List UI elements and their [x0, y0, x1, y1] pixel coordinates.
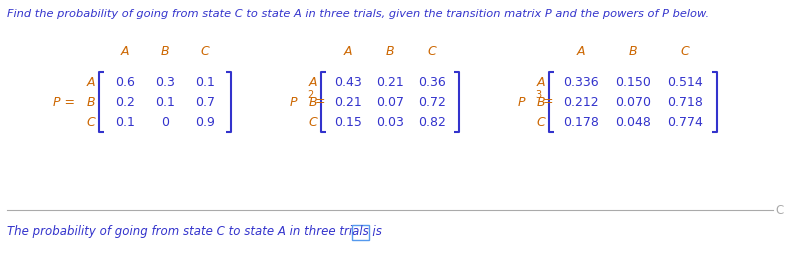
Text: P: P — [517, 96, 525, 108]
FancyBboxPatch shape — [352, 225, 369, 240]
Text: 0.2: 0.2 — [115, 96, 135, 108]
Text: 0.9: 0.9 — [195, 116, 215, 128]
Text: 0.36: 0.36 — [418, 76, 446, 88]
Text: C: C — [775, 203, 783, 217]
Text: 0.1: 0.1 — [115, 116, 135, 128]
Text: 0.048: 0.048 — [615, 116, 651, 128]
Text: C: C — [428, 45, 437, 58]
Text: The probability of going from state C to state A in three trials is: The probability of going from state C to… — [7, 226, 386, 238]
Text: B: B — [308, 96, 317, 108]
Text: 0.07: 0.07 — [376, 96, 404, 108]
Text: 0.82: 0.82 — [418, 116, 446, 128]
Text: A: A — [536, 76, 545, 88]
Text: 0.1: 0.1 — [155, 96, 175, 108]
Text: P: P — [290, 96, 297, 108]
Text: 0.212: 0.212 — [563, 96, 599, 108]
Text: 0: 0 — [161, 116, 169, 128]
Text: 0.21: 0.21 — [377, 76, 404, 88]
Text: 0.6: 0.6 — [115, 76, 135, 88]
Text: C: C — [308, 116, 317, 128]
Text: .: . — [371, 226, 375, 238]
Text: 0.1: 0.1 — [195, 76, 215, 88]
Text: 0.3: 0.3 — [155, 76, 175, 88]
Text: A: A — [121, 45, 129, 58]
Text: A: A — [86, 76, 95, 88]
Text: C: C — [680, 45, 690, 58]
Text: C: C — [536, 116, 545, 128]
Text: Find the probability of going from state C to state A in three trials, given the: Find the probability of going from state… — [7, 9, 709, 19]
Text: A: A — [344, 45, 352, 58]
Text: 0.718: 0.718 — [667, 96, 703, 108]
Text: B: B — [86, 96, 95, 108]
Text: 0.03: 0.03 — [376, 116, 404, 128]
Text: B: B — [161, 45, 169, 58]
Text: B: B — [386, 45, 394, 58]
Text: 0.178: 0.178 — [563, 116, 599, 128]
Text: 0.21: 0.21 — [334, 96, 361, 108]
Text: 0.336: 0.336 — [563, 76, 599, 88]
Text: 0.774: 0.774 — [667, 116, 703, 128]
Text: A: A — [577, 45, 585, 58]
Text: B: B — [629, 45, 638, 58]
Text: 0.514: 0.514 — [667, 76, 703, 88]
Text: 0.7: 0.7 — [195, 96, 215, 108]
Text: =: = — [315, 96, 326, 108]
Text: C: C — [201, 45, 210, 58]
Text: 2: 2 — [307, 90, 313, 100]
Text: P =: P = — [53, 96, 75, 108]
Text: B: B — [536, 96, 545, 108]
Text: 0.150: 0.150 — [615, 76, 651, 88]
Text: 0.15: 0.15 — [334, 116, 362, 128]
Text: C: C — [86, 116, 95, 128]
Text: 0.070: 0.070 — [615, 96, 651, 108]
Text: 0.43: 0.43 — [334, 76, 361, 88]
Text: A: A — [308, 76, 317, 88]
Text: 0.72: 0.72 — [418, 96, 446, 108]
Text: =: = — [543, 96, 554, 108]
Text: 3: 3 — [535, 90, 541, 100]
